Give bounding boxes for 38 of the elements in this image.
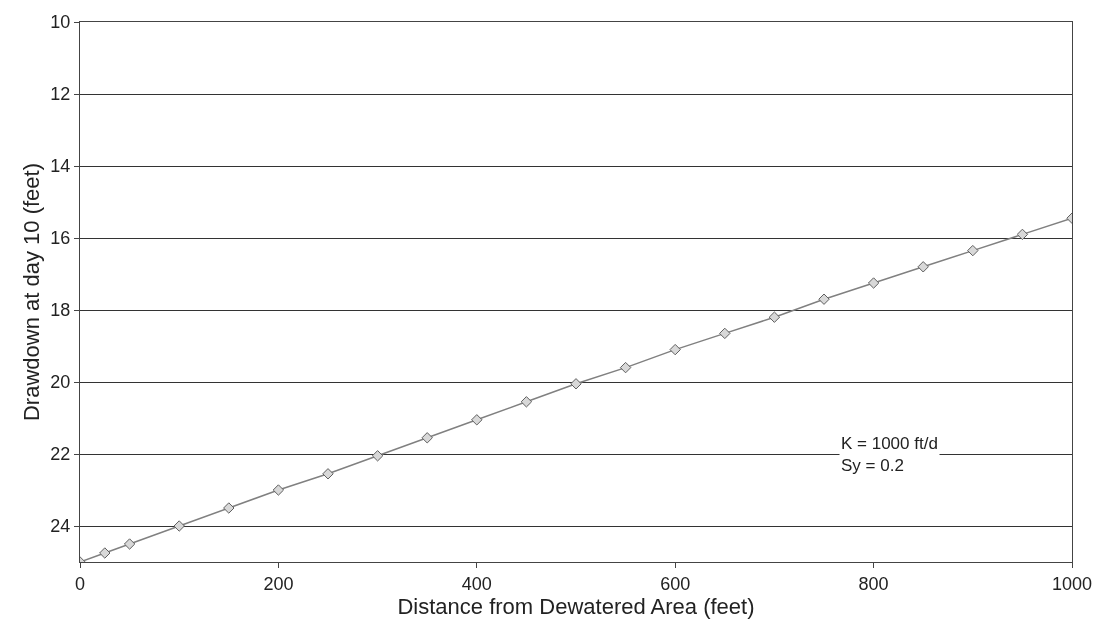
point bbox=[967, 244, 979, 257]
point bbox=[520, 396, 533, 408]
annotation: K = 1000 ft/d bbox=[841, 434, 938, 453]
y-tick-label: 16 bbox=[50, 228, 71, 249]
x-tick-label: 0 bbox=[74, 573, 86, 594]
point bbox=[1016, 228, 1029, 241]
y-tick-label: 20 bbox=[50, 372, 71, 393]
point bbox=[570, 378, 582, 390]
y-tick-label: 24 bbox=[50, 516, 71, 537]
point bbox=[669, 343, 681, 356]
point bbox=[719, 327, 731, 340]
point bbox=[173, 520, 185, 532]
point bbox=[371, 450, 384, 462]
x-tick-label: 800 bbox=[858, 573, 889, 594]
y-tick-label: 12 bbox=[50, 84, 71, 105]
x-tick-label: 200 bbox=[263, 573, 294, 594]
point bbox=[322, 468, 334, 480]
x-axis-title: Distance from Dewatered Area (feet) bbox=[397, 593, 755, 619]
point bbox=[768, 311, 781, 323]
point bbox=[471, 414, 483, 426]
point bbox=[917, 261, 929, 273]
x-tick-label: 1000 bbox=[1051, 573, 1093, 594]
annotation: Sy = 0.2 bbox=[841, 456, 904, 476]
y-tick-label: 22 bbox=[50, 444, 71, 465]
x-tick-label: 600 bbox=[660, 573, 691, 594]
point bbox=[421, 432, 433, 444]
point bbox=[223, 502, 235, 514]
y-tick-label: 18 bbox=[50, 300, 71, 321]
x-tick-label: 400 bbox=[461, 573, 492, 594]
point bbox=[123, 538, 136, 550]
point bbox=[272, 484, 285, 496]
y-axis-title: Drawdown at day 10 (feet) bbox=[19, 162, 45, 422]
y-tick-label: 10 bbox=[50, 12, 71, 33]
y-tick-label: 14 bbox=[50, 156, 71, 177]
point bbox=[99, 547, 111, 559]
point bbox=[619, 361, 632, 374]
point bbox=[867, 277, 880, 289]
point bbox=[818, 293, 830, 305]
